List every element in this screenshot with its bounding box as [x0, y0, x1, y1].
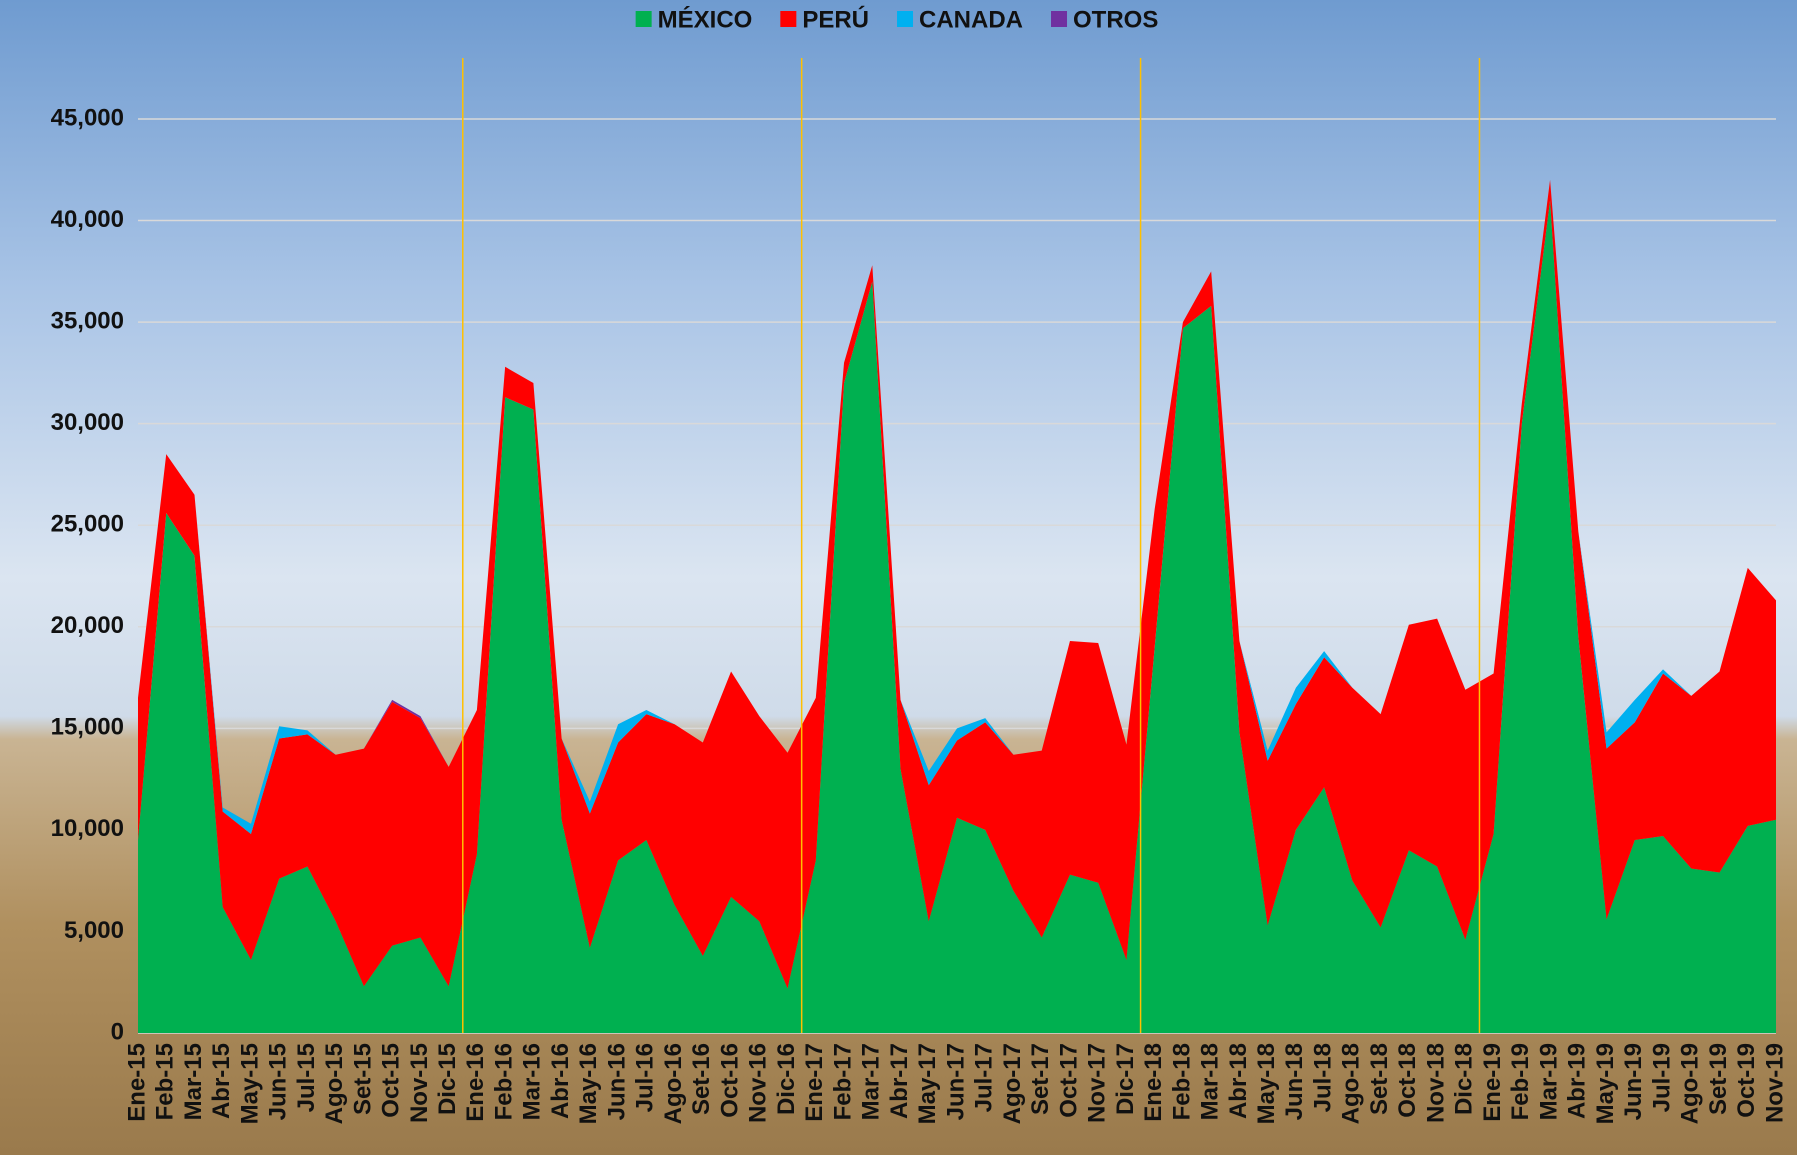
x-tick-label: May-19	[1592, 1043, 1619, 1124]
x-tick-label: Jun-19	[1620, 1043, 1647, 1120]
x-tick-label: Jul-19	[1648, 1043, 1675, 1112]
legend-swatch	[1051, 11, 1067, 27]
legend-swatch	[636, 11, 652, 27]
x-tick-label: Jun-16	[603, 1043, 630, 1120]
x-tick-label: May-15	[236, 1043, 263, 1124]
x-tick-label: May-16	[575, 1043, 602, 1124]
x-tick-label: Mar-17	[858, 1043, 885, 1120]
x-tick-label: Feb-15	[152, 1043, 179, 1120]
x-tick-label: Ene-17	[801, 1043, 828, 1122]
x-tick-label: Ago-18	[1338, 1043, 1365, 1124]
x-tick-label: Set-16	[688, 1043, 715, 1115]
x-tick-label: Abr-17	[886, 1043, 913, 1119]
x-tick-label: Dic-18	[1451, 1043, 1478, 1115]
x-tick-label: Oct-19	[1733, 1043, 1760, 1118]
y-tick-label: 15,000	[51, 714, 124, 741]
x-tick-label: Nov-18	[1422, 1043, 1449, 1123]
x-tick-label: Ene-15	[123, 1043, 150, 1122]
x-tick-label: Nov-19	[1761, 1043, 1788, 1123]
x-tick-label: Ago-16	[660, 1043, 687, 1124]
x-tick-label: Oct-17	[1055, 1043, 1082, 1118]
x-tick-label: Abr-16	[547, 1043, 574, 1119]
y-tick-label: 0	[111, 1018, 124, 1045]
x-tick-label: Jun-15	[265, 1043, 292, 1120]
x-tick-label: Nov-15	[406, 1043, 433, 1123]
x-tick-label: Dic-17	[1112, 1043, 1139, 1115]
legend-label: MÉXICO	[658, 5, 753, 33]
x-tick-label: Abr-15	[208, 1043, 235, 1119]
x-tick-label: Ago-15	[321, 1043, 348, 1124]
x-tick-label: Jul-16	[632, 1043, 659, 1112]
x-tick-label: Mar-15	[180, 1043, 207, 1120]
y-tick-label: 20,000	[51, 612, 124, 639]
x-tick-label: Oct-15	[378, 1043, 405, 1118]
x-tick-label: Feb-16	[490, 1043, 517, 1120]
y-tick-label: 45,000	[51, 104, 124, 131]
x-tick-label: Jul-15	[293, 1043, 320, 1112]
x-tick-label: Feb-19	[1507, 1043, 1534, 1120]
x-tick-label: Feb-18	[1168, 1043, 1195, 1120]
legend-swatch	[780, 11, 796, 27]
x-tick-label: Ene-19	[1479, 1043, 1506, 1122]
x-tick-label: Jul-17	[971, 1043, 998, 1112]
x-tick-label: May-18	[1253, 1043, 1280, 1124]
x-tick-label: Ago-17	[999, 1043, 1026, 1124]
legend-label: PERÚ	[802, 5, 869, 33]
x-tick-label: Set-15	[349, 1043, 376, 1115]
x-tick-label: Set-18	[1366, 1043, 1393, 1115]
chart: 0 5,000 10,000 15,000 20,000 25,000 30,000 35,0…	[0, 0, 1797, 1155]
y-tick-label: 10,000	[51, 815, 124, 842]
x-tick-label: Mar-19	[1535, 1043, 1562, 1120]
x-tick-label: Jun-17	[942, 1043, 969, 1120]
y-tick-label: 5,000	[64, 917, 124, 944]
x-tick-label: Nov-16	[745, 1043, 772, 1123]
x-tick-label: Mar-16	[519, 1043, 546, 1120]
x-tick-label: Jul-18	[1309, 1043, 1336, 1112]
x-tick-label: Ene-16	[462, 1043, 489, 1122]
y-tick-label: 35,000	[51, 307, 124, 334]
x-tick-label: Ago-19	[1677, 1043, 1704, 1124]
x-tick-label: Abr-19	[1564, 1043, 1591, 1119]
legend-label: CANADA	[919, 6, 1023, 33]
y-tick-label: 30,000	[51, 409, 124, 436]
x-tick-label: Nov-17	[1084, 1043, 1111, 1123]
x-tick-label: Dic-15	[434, 1043, 461, 1115]
x-tick-label: Set-17	[1027, 1043, 1054, 1115]
x-tick-label: Oct-18	[1394, 1043, 1421, 1118]
x-tick-label: Jun-18	[1281, 1043, 1308, 1120]
y-tick-label: 25,000	[51, 511, 124, 538]
x-tick-label: Abr-18	[1225, 1043, 1252, 1119]
x-tick-label: Ene-18	[1140, 1043, 1167, 1122]
x-tick-label: Dic-16	[773, 1043, 800, 1115]
legend-label: OTROS	[1073, 6, 1158, 33]
x-tick-label: May-17	[914, 1043, 941, 1124]
y-tick-label: 40,000	[51, 206, 124, 233]
x-tick-label: Oct-16	[716, 1043, 743, 1118]
x-tick-label: Feb-17	[829, 1043, 856, 1120]
x-tick-label: Mar-18	[1197, 1043, 1224, 1120]
x-tick-label: Set-19	[1705, 1043, 1732, 1115]
legend: MÉXICO PERÚ CANADA OTROS	[636, 5, 1159, 33]
legend-swatch	[897, 11, 913, 27]
